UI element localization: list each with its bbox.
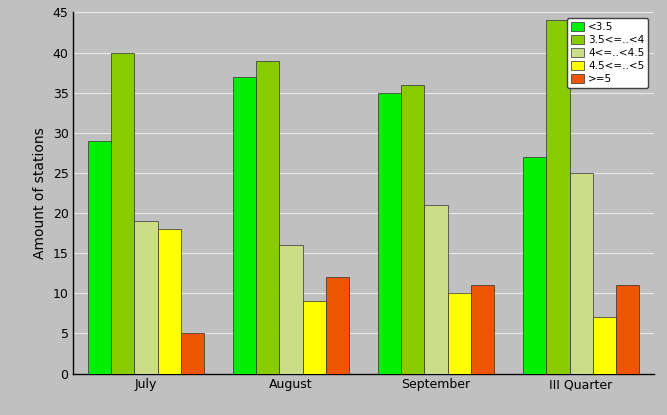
Bar [256,61,279,374]
Bar [570,173,593,374]
Bar [325,277,349,374]
Bar [134,221,157,374]
Bar [111,53,134,374]
Bar [424,205,448,374]
Bar [88,141,111,374]
Bar [378,93,402,374]
Bar [402,85,424,374]
Bar [303,301,325,374]
Bar [471,285,494,374]
Bar [616,285,639,374]
Bar [233,77,256,374]
Bar [523,157,546,374]
Y-axis label: Amount of stations: Amount of stations [33,127,47,259]
Bar [157,229,181,374]
Legend: <3.5, 3.5<=..<4, 4<=..<4.5, 4.5<=..<5, >=5: <3.5, 3.5<=..<4, 4<=..<4.5, 4.5<=..<5, >… [567,18,648,88]
Bar [448,293,471,374]
Bar [279,245,303,374]
Bar [593,317,616,374]
Bar [546,20,570,373]
Bar [181,333,204,374]
